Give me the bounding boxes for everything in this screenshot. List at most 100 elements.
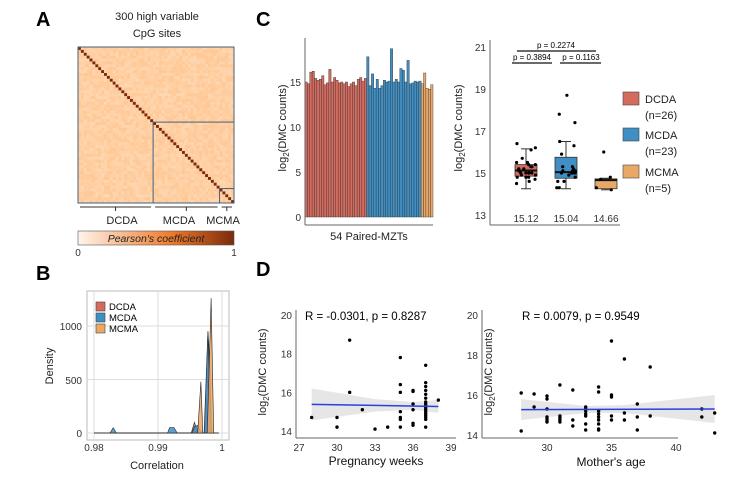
heatmap-cell bbox=[210, 119, 215, 123]
heatmap-cell bbox=[112, 116, 116, 120]
heatmap-cell bbox=[115, 47, 119, 51]
heatmap-cell bbox=[222, 87, 226, 91]
heatmap-cell bbox=[80, 125, 85, 129]
heatmap-cell bbox=[92, 93, 96, 97]
heatmap-cell bbox=[130, 67, 134, 71]
heatmap-cell bbox=[156, 171, 160, 175]
x-axis-label: Mother's age bbox=[577, 455, 646, 469]
heatmap-cell bbox=[118, 162, 122, 166]
heatmap-cell bbox=[156, 194, 160, 198]
heatmap-cell bbox=[170, 110, 174, 114]
heatmap-cell bbox=[231, 151, 235, 155]
heatmap-cell bbox=[135, 113, 139, 117]
heatmap-cell bbox=[98, 110, 102, 114]
heatmap-cell bbox=[193, 78, 197, 82]
heatmap-cell bbox=[80, 188, 85, 192]
heatmap-cell bbox=[104, 84, 108, 88]
heatmap-cell bbox=[222, 185, 226, 189]
heatmap-cell bbox=[104, 61, 108, 65]
heatmap-cell bbox=[225, 194, 229, 198]
heatmap-cell bbox=[89, 156, 93, 160]
heatmap-cell bbox=[86, 49, 90, 54]
heatmap-cell bbox=[167, 52, 171, 56]
heatmap-cell bbox=[92, 116, 96, 120]
heatmap-cell bbox=[205, 191, 209, 195]
heatmap-cell bbox=[161, 73, 165, 77]
heatmap-cell bbox=[199, 101, 203, 106]
y-tick: 5 bbox=[295, 168, 301, 179]
heatmap-cell bbox=[228, 90, 232, 94]
heatmap-cell bbox=[144, 52, 148, 56]
heatmap-cell bbox=[89, 182, 93, 186]
heatmap-cell bbox=[210, 90, 215, 94]
heatmap-cell bbox=[179, 93, 183, 97]
heatmap-cell bbox=[147, 113, 151, 117]
heatmap-cell bbox=[216, 136, 220, 140]
heatmap-cell bbox=[138, 70, 142, 74]
heatmap-cell bbox=[101, 182, 105, 186]
heatmap-cell bbox=[98, 171, 102, 175]
heatmap-cell bbox=[86, 168, 90, 172]
heatmap-cell bbox=[193, 101, 197, 106]
heatmap-cell bbox=[216, 148, 220, 152]
heatmap-cell bbox=[213, 168, 217, 172]
heatmap-cell bbox=[208, 174, 212, 178]
heatmap-cell bbox=[208, 107, 212, 111]
heatmap-cell bbox=[101, 133, 105, 137]
heatmap-cell bbox=[187, 142, 191, 146]
heatmap-cell bbox=[216, 78, 220, 82]
heatmap-cell bbox=[170, 171, 174, 175]
heatmap-cell bbox=[115, 168, 119, 172]
heatmap-cell bbox=[144, 110, 148, 114]
heatmap-cell bbox=[205, 148, 209, 152]
heatmap-cell bbox=[150, 156, 154, 160]
heatmap-cell bbox=[231, 194, 235, 198]
heatmap-cell bbox=[112, 177, 116, 181]
bar bbox=[316, 79, 320, 218]
heatmap-cell bbox=[210, 58, 215, 62]
heatmap-cell bbox=[124, 177, 128, 181]
heatmap-cell bbox=[184, 136, 189, 140]
heatmap-cell bbox=[158, 119, 163, 123]
heatmap-cell bbox=[153, 168, 157, 172]
y-tick: 14 bbox=[281, 427, 293, 438]
heatmap-cell bbox=[202, 151, 206, 155]
data-point bbox=[567, 173, 571, 177]
heatmap-cell bbox=[147, 174, 151, 178]
heatmap-cell bbox=[158, 162, 163, 166]
heatmap-cell bbox=[106, 197, 111, 201]
heatmap-cell bbox=[184, 70, 189, 74]
heatmap-cell bbox=[141, 64, 145, 68]
heatmap-cell bbox=[92, 87, 96, 91]
heatmap-cell bbox=[205, 116, 209, 120]
data-point bbox=[424, 392, 428, 396]
heatmap-cell bbox=[193, 47, 197, 51]
heatmap-cell bbox=[144, 191, 148, 195]
heatmap-cell bbox=[176, 156, 180, 160]
heatmap-cell bbox=[156, 174, 160, 178]
heatmap-cell bbox=[124, 136, 128, 140]
heatmap-cell bbox=[124, 159, 128, 163]
heatmap-cell bbox=[127, 197, 131, 201]
heatmap-cell bbox=[199, 96, 203, 100]
heatmap-cell bbox=[147, 107, 151, 111]
heatmap-cell bbox=[109, 99, 113, 103]
heatmap-cell bbox=[225, 61, 229, 65]
heatmap-cell bbox=[173, 177, 177, 181]
heatmap-cell bbox=[216, 194, 220, 198]
heatmap-cell bbox=[150, 151, 154, 155]
data-point bbox=[609, 339, 614, 343]
heatmap-cell bbox=[147, 127, 151, 132]
heatmap-cell bbox=[176, 67, 180, 71]
data-point bbox=[648, 365, 652, 369]
heatmap-cell bbox=[193, 73, 197, 77]
heatmap-cell bbox=[225, 93, 229, 97]
heatmap-cell bbox=[147, 162, 151, 166]
heatmap-cell bbox=[95, 81, 99, 85]
heatmap-cell bbox=[86, 194, 90, 198]
heatmap-cell bbox=[193, 52, 197, 56]
heatmap-cell bbox=[80, 174, 85, 178]
heatmap-cell bbox=[173, 58, 177, 62]
heatmap-cell bbox=[176, 191, 180, 195]
heatmap-cell bbox=[213, 171, 217, 175]
